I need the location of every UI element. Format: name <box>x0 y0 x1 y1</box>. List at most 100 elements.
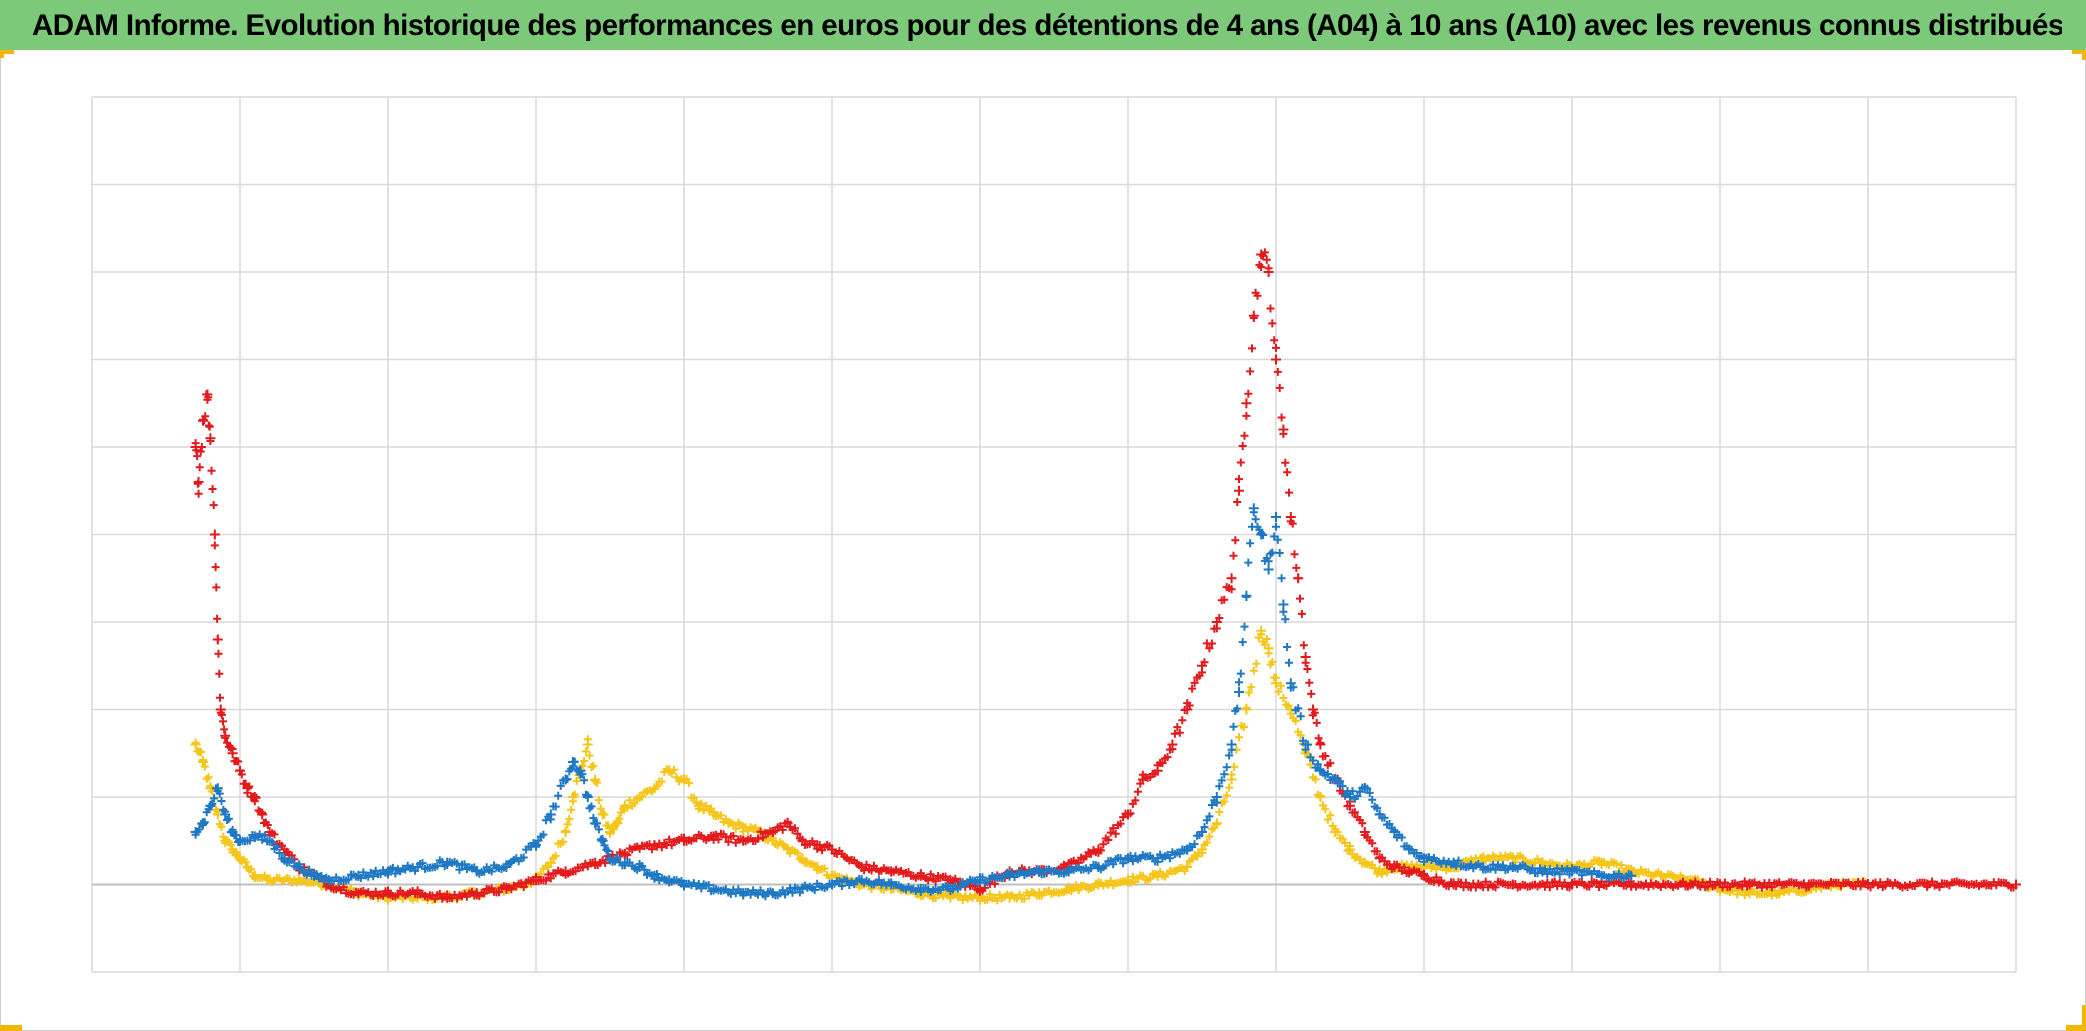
series-0-point-76 <box>1596 857 1607 868</box>
series-1-point-51 <box>1197 660 1207 671</box>
series-0-point-25 <box>597 809 608 820</box>
series-0-point-61 <box>1271 678 1281 689</box>
series-0-point-31 <box>664 765 675 776</box>
series-2-point-61 <box>1300 739 1311 750</box>
series-0-point-39 <box>782 844 793 855</box>
series-1-point-58 <box>1263 267 1274 277</box>
series-2-point-70 <box>1448 857 1459 868</box>
series-0-point-67 <box>1359 857 1370 868</box>
series-2-point-74 <box>1567 866 1577 877</box>
series-0-point-7 <box>242 862 253 872</box>
series-1-point-70 <box>1389 862 1400 872</box>
series-2-point-19 <box>531 840 541 851</box>
series-1-point-29 <box>679 835 689 846</box>
series-2-point-25 <box>590 818 601 829</box>
series-2-point-55 <box>1248 503 1259 514</box>
series-0-point-41 <box>812 862 823 872</box>
series-1-markers <box>191 248 2020 903</box>
series-2-point-7 <box>249 831 260 842</box>
series-2-point-13 <box>353 870 364 881</box>
series-2-point-6 <box>235 835 245 846</box>
series-0-point-24 <box>590 774 601 785</box>
series-1-point-82 <box>1981 879 1992 890</box>
series-1-point-77 <box>1685 879 1696 890</box>
series-0-point-72 <box>1478 853 1489 864</box>
series-0-point-65 <box>1330 827 1341 837</box>
series-0-point-81 <box>1744 888 1755 899</box>
series-2-point-54 <box>1241 590 1252 601</box>
series-2-point-76 <box>1626 870 1637 881</box>
series-1-point-45 <box>1093 844 1104 855</box>
series-2-point-5 <box>227 827 238 837</box>
series-1-point-41 <box>975 883 985 894</box>
series-0-point-48 <box>1004 892 1015 903</box>
series-0-point-54 <box>1182 862 1193 872</box>
series-1-point-21 <box>442 892 453 903</box>
series-0-point-26 <box>605 827 615 837</box>
series-2-point-22 <box>568 757 578 767</box>
series-1-point-53 <box>1226 573 1237 584</box>
series-0-point-27 <box>612 818 623 829</box>
series-1-point-60 <box>1278 424 1289 435</box>
series-2-point-71 <box>1478 862 1489 872</box>
series-1-point-4 <box>205 433 216 444</box>
series-2-point-38 <box>856 875 867 886</box>
series-2-point-49 <box>1182 844 1193 855</box>
series-1-point-75 <box>1567 879 1577 890</box>
series-0-point-51 <box>1093 879 1104 890</box>
series-1-point-2 <box>198 415 208 426</box>
series-0-point-23 <box>582 739 593 750</box>
series-1-point-30 <box>708 831 719 842</box>
corner-mark-top-right-vertical <box>2082 50 2086 60</box>
series-1-point-56 <box>1248 310 1259 321</box>
series-1-point-81 <box>1922 879 1933 890</box>
series-1-point-18 <box>353 888 364 899</box>
series-1-point-8 <box>220 730 231 741</box>
series-1-point-59 <box>1271 354 1281 365</box>
series-2-point-18 <box>501 862 512 872</box>
series-1-point-14 <box>264 827 275 837</box>
series-0-point-82 <box>1774 888 1785 899</box>
corner-mark-bottom-right-vertical <box>2082 1005 2086 1031</box>
series-2-point-52 <box>1226 739 1237 750</box>
series-0-point-60 <box>1263 643 1274 654</box>
series-1 <box>190 248 2021 903</box>
series-2-point-37 <box>827 879 837 890</box>
series-2-point-36 <box>797 883 808 894</box>
series-1-point-37 <box>856 862 867 872</box>
series-0-point-5 <box>227 844 238 855</box>
series-2-point-66 <box>1374 809 1385 820</box>
series-2-point-2 <box>205 800 216 811</box>
series-2-point-72 <box>1507 862 1518 872</box>
series-0-point-40 <box>797 853 808 864</box>
series-0-point-20 <box>560 827 571 837</box>
series-2-point-20 <box>545 809 556 820</box>
corner-mark-bottom-left <box>0 1025 22 1031</box>
series-2-point-40 <box>915 883 926 894</box>
corner-mark-bottom-right <box>2066 1025 2086 1031</box>
series-2-point-27 <box>605 853 615 864</box>
series-0-point-57 <box>1226 774 1237 785</box>
series-0-point-32 <box>679 774 689 785</box>
series-0-point-10 <box>294 875 305 886</box>
series-1-point-23 <box>501 883 512 894</box>
series-2-point-69 <box>1419 853 1429 864</box>
series-2-point-30 <box>649 870 660 881</box>
series-0-point-36 <box>738 822 749 833</box>
series-1-point-52 <box>1211 617 1222 627</box>
chart-title: ADAM Informe. Evolution historique des p… <box>32 9 2062 42</box>
corner-mark-top-left-vertical <box>0 50 4 58</box>
series-1-point-54 <box>1234 485 1244 496</box>
series-1-point-65 <box>1315 739 1326 750</box>
series-1-point-6 <box>212 634 223 645</box>
series-0-point-30 <box>649 783 660 794</box>
series-1-point-39 <box>915 870 926 881</box>
series-2-point-31 <box>664 875 675 886</box>
series-2-point-17 <box>471 866 482 877</box>
series-2-point-14 <box>383 866 393 877</box>
series-1-point-9 <box>227 748 238 759</box>
series-1-point-78 <box>1744 879 1755 890</box>
series-1-point-79 <box>1803 879 1814 890</box>
series-1-point-61 <box>1285 512 1296 522</box>
